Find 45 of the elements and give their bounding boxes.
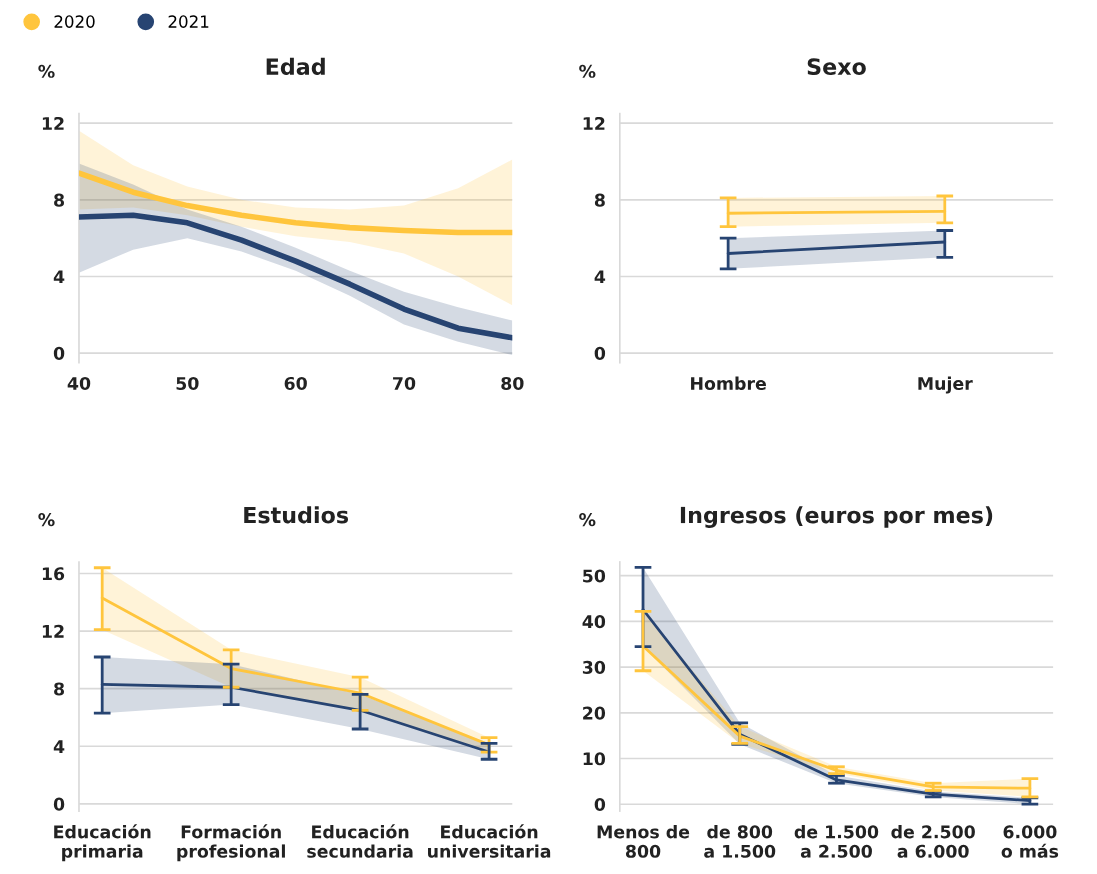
y-tick-label: 4	[53, 270, 65, 284]
x-tick-label: 6.000 o más	[1001, 825, 1059, 858]
y-axis-title: %	[38, 64, 55, 78]
y-tick-label: 40	[582, 615, 606, 629]
chart-title: Estudios	[244, 506, 349, 524]
y-axis-title: %	[579, 64, 596, 78]
x-tick-label: Educación primaria	[54, 824, 151, 862]
y-axis-title: %	[38, 513, 55, 527]
x-tick-label: de 2.500 a 6.000	[891, 824, 975, 858]
y-tick-label: 0	[594, 346, 606, 360]
y-tick-label: 0	[53, 797, 65, 811]
y-tick-label: 0	[53, 346, 65, 360]
x-tick-label: 40	[67, 376, 91, 391]
x-tick-label: Menos de 800	[597, 824, 690, 858]
x-tick-label: Hombre	[691, 376, 766, 391]
y-tick-label: 12	[42, 116, 64, 130]
x-tick-label: Educación universitaria	[428, 824, 551, 858]
legend-label: 2021	[168, 15, 209, 28]
y-tick-label: 20	[583, 706, 606, 720]
y-tick-label: 8	[54, 193, 65, 207]
y-tick-label: 0	[594, 797, 606, 812]
chart-title: Sexo	[807, 58, 866, 76]
y-tick-label: 30	[582, 660, 606, 674]
x-tick-label: 60	[284, 376, 307, 391]
x-tick-label: Formación profesional	[177, 824, 285, 862]
x-tick-label: 50	[176, 376, 199, 391]
y-tick-label: 12	[583, 116, 605, 130]
x-tick-label: 80	[501, 376, 524, 391]
x-tick-label: Educación secundaria	[307, 824, 413, 858]
legend-label: 2020	[54, 15, 95, 28]
y-tick-label: 16	[42, 567, 65, 581]
y-tick-label: 4	[53, 740, 65, 753]
x-tick-label: de 1.500 a 2.500	[794, 824, 879, 858]
y-tick-label: 4	[594, 270, 606, 284]
x-tick-label: 70	[393, 376, 416, 391]
y-axis-title: %	[579, 513, 596, 527]
y-tick-label: 8	[54, 682, 65, 696]
chart-title: Ingresos (euros por mes)	[680, 506, 993, 528]
x-tick-label: de 800 a 1.500	[704, 824, 776, 858]
y-tick-label: 8	[594, 193, 605, 207]
y-tick-label: 50	[583, 569, 606, 583]
x-tick-label: Mujer	[918, 376, 973, 394]
y-tick-label: 10	[583, 752, 606, 766]
chart-title: Edad	[266, 57, 325, 76]
y-tick-label: 12	[42, 624, 64, 638]
